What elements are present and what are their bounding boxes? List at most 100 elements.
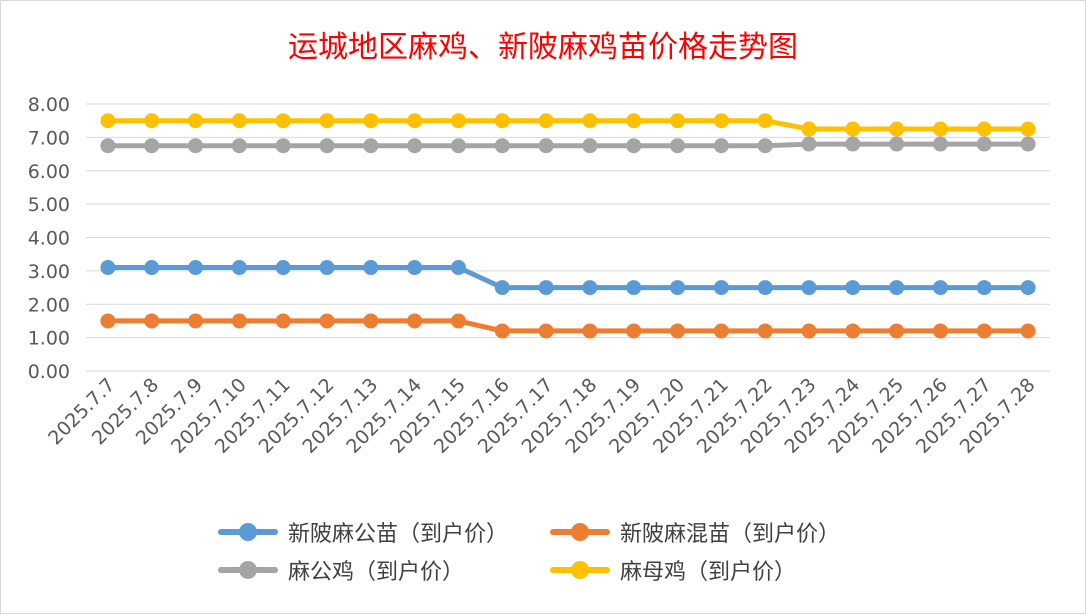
- y-tick-label: 5.00: [28, 194, 70, 216]
- data-point: [976, 121, 992, 137]
- data-point: [275, 313, 291, 329]
- data-point: [932, 136, 948, 152]
- data-point: [1020, 136, 1036, 152]
- y-tick-label: 4.00: [28, 228, 70, 250]
- series-line: [105, 118, 1031, 132]
- data-point: [407, 138, 423, 154]
- data-point: [582, 138, 598, 154]
- data-point: [450, 138, 466, 154]
- data-point: [845, 323, 861, 339]
- data-point: [407, 260, 423, 276]
- data-point: [363, 260, 379, 276]
- chart-title: 运城地区麻鸡、新陂麻鸡苗价格走势图: [288, 30, 798, 65]
- y-tick-label: 2.00: [28, 294, 70, 316]
- data-point: [494, 280, 510, 296]
- data-point: [144, 313, 160, 329]
- data-point: [932, 280, 948, 296]
- y-tick-label: 1.00: [28, 328, 70, 350]
- data-point: [582, 113, 598, 129]
- data-point: [845, 280, 861, 296]
- data-point: [976, 136, 992, 152]
- legend-item-male-chick: 新陂麻公苗（到户价）: [218, 516, 508, 548]
- data-point: [188, 138, 204, 154]
- legend-swatch: [218, 559, 278, 581]
- data-point: [319, 113, 335, 129]
- data-point: [845, 136, 861, 152]
- data-point: [494, 323, 510, 339]
- data-point: [757, 280, 773, 296]
- data-point: [757, 323, 773, 339]
- data-point: [1020, 280, 1036, 296]
- data-point: [670, 323, 686, 339]
- data-point: [363, 313, 379, 329]
- data-point: [670, 280, 686, 296]
- data-point: [670, 113, 686, 129]
- data-point: [188, 313, 204, 329]
- data-point: [231, 113, 247, 129]
- data-point: [582, 323, 598, 339]
- data-point: [319, 313, 335, 329]
- series-line: [105, 141, 1031, 149]
- data-point: [275, 260, 291, 276]
- data-point: [889, 280, 905, 296]
- data-point: [889, 121, 905, 137]
- data-point: [450, 113, 466, 129]
- legend-swatch: [550, 559, 610, 581]
- data-point: [231, 313, 247, 329]
- data-point: [801, 323, 817, 339]
- data-point: [319, 138, 335, 154]
- legend-label: 麻公鸡（到户价）: [288, 560, 465, 585]
- data-point: [231, 138, 247, 154]
- y-tick-label: 0.00: [28, 361, 70, 383]
- data-point: [976, 323, 992, 339]
- data-point: [188, 113, 204, 129]
- data-point: [757, 138, 773, 154]
- y-tick-label: 7.00: [28, 127, 70, 149]
- data-point: [494, 138, 510, 154]
- legend-label: 新陂麻公苗（到户价）: [288, 522, 509, 547]
- data-point: [889, 136, 905, 152]
- data-point: [407, 313, 423, 329]
- data-point: [713, 138, 729, 154]
- data-point: [713, 113, 729, 129]
- data-point: [976, 280, 992, 296]
- data-point: [932, 323, 948, 339]
- legend-swatch: [550, 521, 610, 543]
- data-point: [801, 121, 817, 137]
- legend-item-rooster: 麻公鸡（到户价）: [218, 554, 464, 586]
- data-point: [626, 280, 642, 296]
- data-point: [188, 260, 204, 276]
- data-point: [889, 323, 905, 339]
- data-point: [231, 260, 247, 276]
- data-point: [450, 260, 466, 276]
- data-point: [538, 113, 554, 129]
- data-point: [363, 113, 379, 129]
- y-tick-label: 8.00: [28, 94, 70, 116]
- data-point: [144, 260, 160, 276]
- data-point: [319, 260, 335, 276]
- data-point: [275, 138, 291, 154]
- data-point: [670, 138, 686, 154]
- data-point: [626, 138, 642, 154]
- data-point: [582, 280, 598, 296]
- data-point: [100, 313, 116, 329]
- legend-label: 麻母鸡（到户价）: [620, 560, 797, 585]
- series-line: [105, 265, 1031, 291]
- data-point: [1020, 323, 1036, 339]
- data-point: [363, 138, 379, 154]
- series-line: [105, 318, 1031, 334]
- data-point: [845, 121, 861, 137]
- data-point: [275, 113, 291, 129]
- data-point: [538, 280, 554, 296]
- data-point: [801, 280, 817, 296]
- data-point: [450, 313, 466, 329]
- data-point: [100, 260, 116, 276]
- legend-item-mixed-chick: 新陂麻混苗（到户价）: [550, 516, 840, 548]
- data-point: [100, 138, 116, 154]
- data-point: [494, 113, 510, 129]
- legend-label: 新陂麻混苗（到户价）: [620, 522, 841, 547]
- data-point: [538, 323, 554, 339]
- data-point: [144, 113, 160, 129]
- data-point: [713, 323, 729, 339]
